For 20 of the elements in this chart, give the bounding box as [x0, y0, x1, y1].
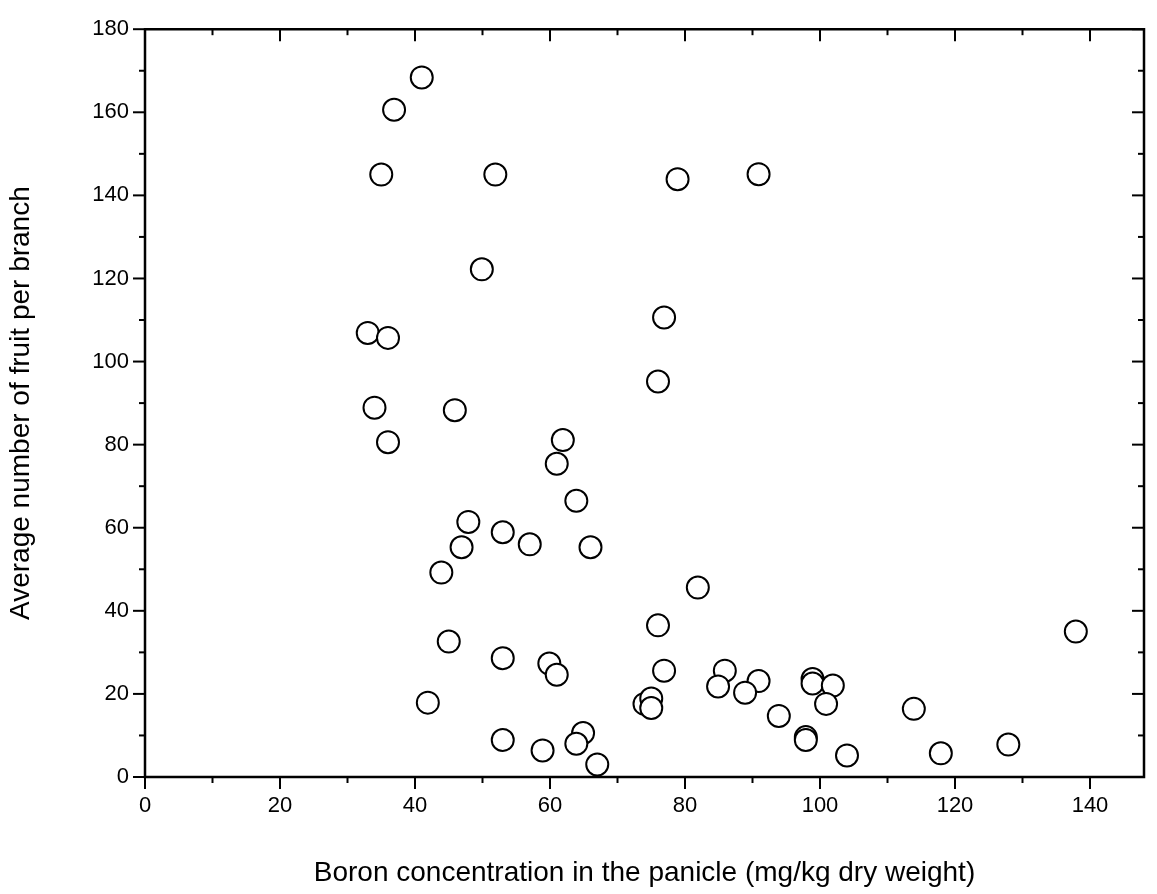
x-tick-label: 0: [138, 792, 152, 818]
y-tick-label: 160: [92, 98, 129, 124]
y-tick-label: 140: [92, 181, 129, 207]
x-tick-label: 100: [801, 792, 839, 818]
x-tick-label: 120: [936, 792, 974, 818]
x-axis-title: Boron concentration in the panicle (mg/kg dry weight): [313, 855, 976, 887]
x-tick-label: 140: [1071, 792, 1109, 818]
y-tick-label: 0: [116, 763, 129, 789]
y-tick-label: 20: [104, 679, 129, 705]
y-tick-label: 100: [92, 347, 129, 373]
x-tick-label: 40: [402, 792, 428, 818]
y-tick-label: 40: [104, 596, 129, 622]
y-tick-label: 180: [92, 15, 129, 41]
y-axis-title: Average number of fruit per branch: [3, 186, 35, 620]
y-tick-label: 120: [92, 264, 129, 290]
x-tick-label: 80: [672, 792, 698, 818]
y-tick-label: 80: [104, 430, 129, 456]
x-tick-label: 20: [267, 792, 293, 818]
x-tick-label: 60: [537, 792, 563, 818]
y-tick-label: 60: [104, 513, 129, 539]
